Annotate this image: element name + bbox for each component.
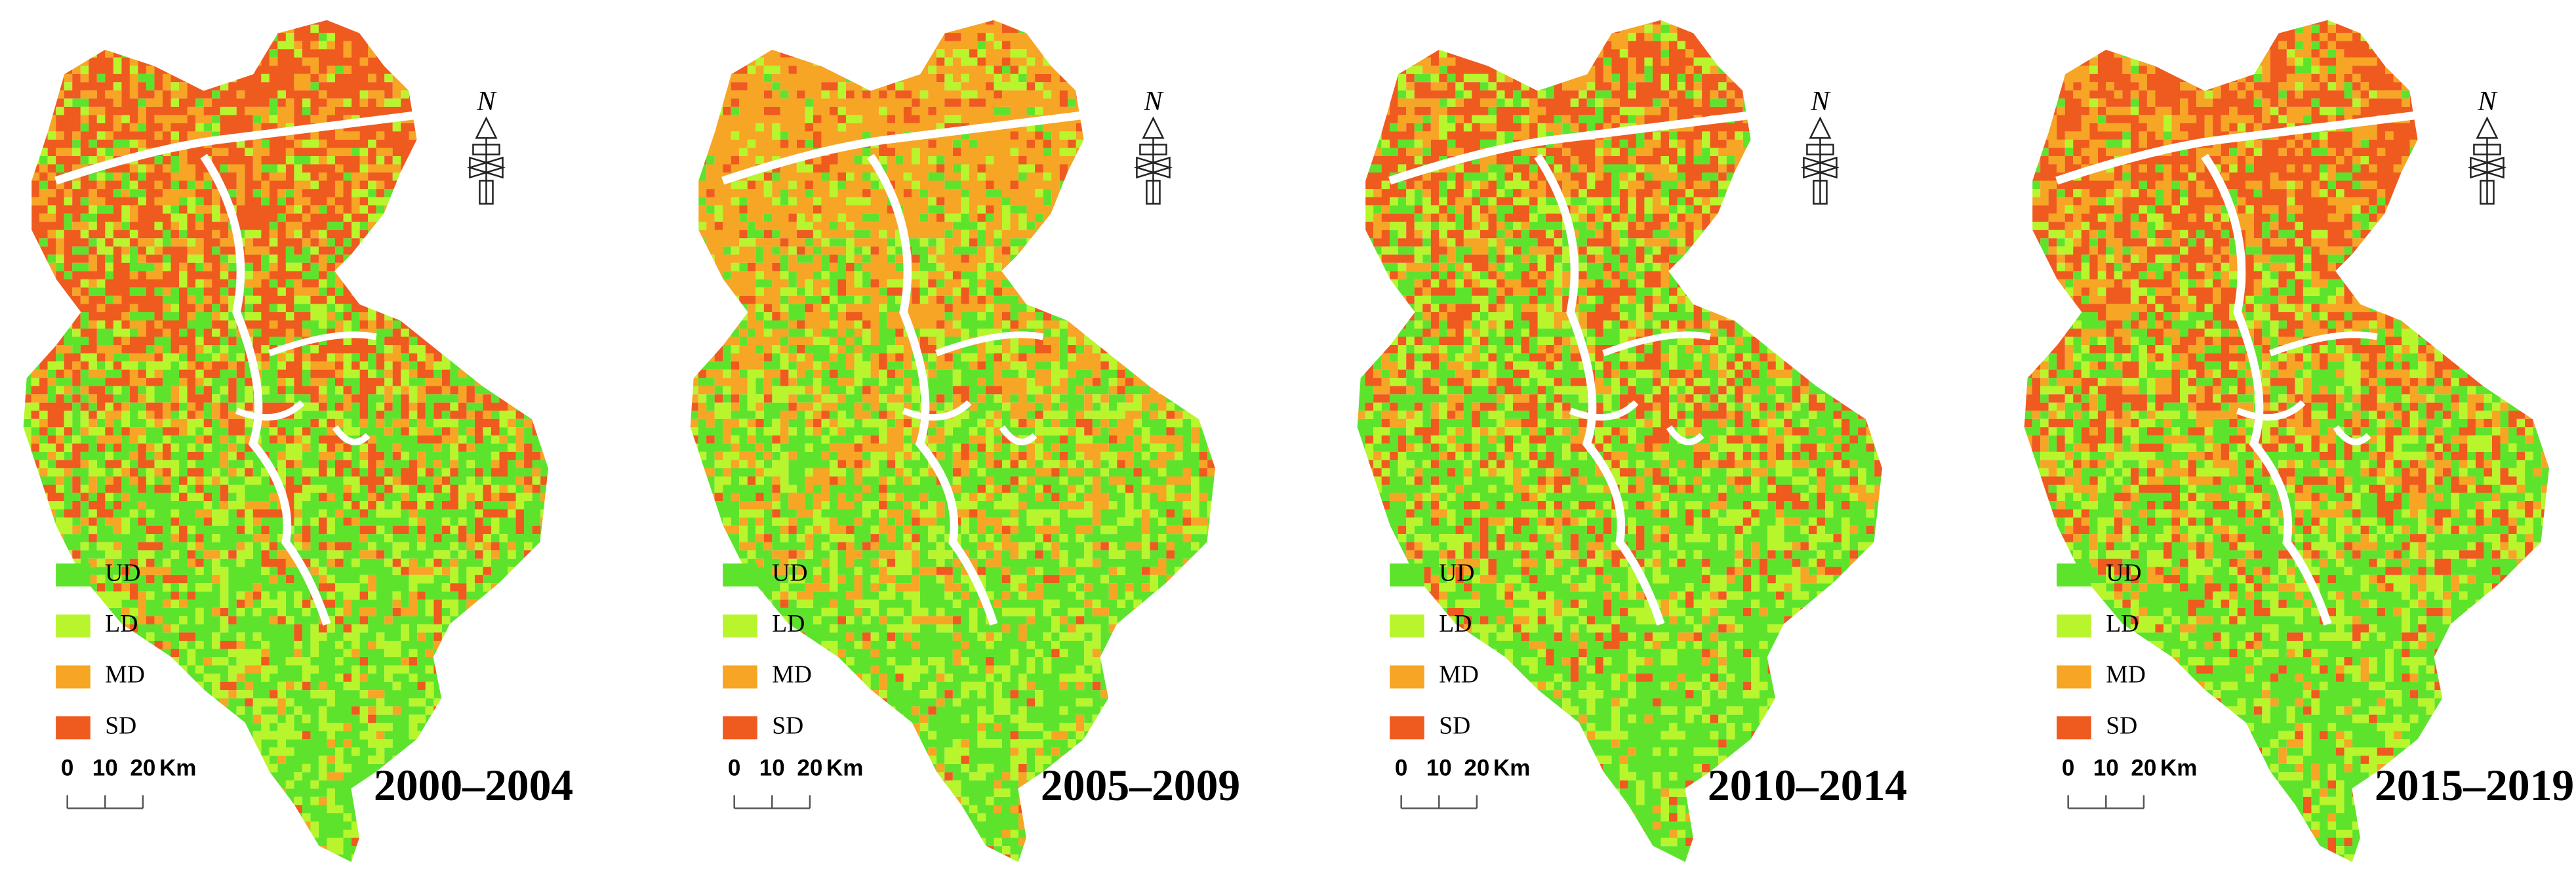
scale-unit: Km xyxy=(159,755,197,780)
map xyxy=(23,20,549,863)
legend-label: SD xyxy=(772,712,803,739)
scale-label: 20 xyxy=(130,755,155,780)
scale-label: 20 xyxy=(2131,755,2156,780)
river xyxy=(2236,331,2378,445)
land-class-area xyxy=(2024,20,2550,863)
legend-swatch xyxy=(56,716,91,740)
legend-label: SD xyxy=(2106,712,2137,739)
river xyxy=(235,331,377,445)
scale-label: 10 xyxy=(759,755,785,780)
legend-label: UD xyxy=(2106,559,2141,586)
period-label: 2015–2019 xyxy=(2375,761,2574,810)
north-label: N xyxy=(1810,86,1831,117)
land-class-area xyxy=(23,20,549,863)
river xyxy=(1569,331,1711,445)
scale-label: 0 xyxy=(2062,755,2075,780)
legend-label: MD xyxy=(2106,662,2146,689)
scale-label: 0 xyxy=(61,755,74,780)
legend-swatch xyxy=(1390,716,1424,740)
region-outline xyxy=(689,19,1217,864)
map-panel: UD LD MD SD 0 10 20 Km 2000–2004 N xyxy=(22,19,573,864)
legend-label: LD xyxy=(2106,611,2139,638)
legend-label: MD xyxy=(1439,662,1479,689)
legend-swatch xyxy=(723,665,757,689)
region-outline xyxy=(2023,19,2550,864)
scale-unit: Km xyxy=(2160,755,2198,780)
scale-label: 10 xyxy=(92,755,118,780)
river xyxy=(721,111,1085,626)
legend-swatch xyxy=(1390,665,1424,689)
river xyxy=(1388,111,1752,626)
land-class-area xyxy=(2024,20,2550,863)
legend-swatch xyxy=(56,563,91,587)
map-panel: UD LD MD SD 0 10 20 Km 2015–2019 N xyxy=(2023,19,2574,864)
legend-swatch xyxy=(2057,563,2091,587)
scale-unit: Km xyxy=(1493,755,1531,780)
region-outline xyxy=(22,19,550,864)
land-class-area xyxy=(690,20,1216,863)
map xyxy=(2024,20,2550,863)
north-arrow xyxy=(2468,116,2506,205)
map xyxy=(1357,20,1883,863)
legend-swatch xyxy=(2057,665,2091,689)
land-class-area xyxy=(1357,20,1883,863)
legend-swatch xyxy=(723,563,757,587)
legend-label: UD xyxy=(772,559,807,586)
north-label: N xyxy=(2477,86,2498,117)
north-arrow xyxy=(1801,116,1840,205)
legend-label: SD xyxy=(1439,712,1470,739)
legend-swatch xyxy=(2057,614,2091,638)
region-outline xyxy=(1356,19,1883,864)
period-label: 2000–2004 xyxy=(374,761,573,810)
north-arrow xyxy=(467,116,506,205)
period-label: 2005–2009 xyxy=(1041,761,1240,810)
legend-swatch xyxy=(723,614,757,638)
legend-swatch xyxy=(1390,614,1424,638)
north-arrow xyxy=(1134,116,1173,205)
scale-label: 0 xyxy=(1395,755,1408,780)
legend-label: MD xyxy=(105,662,145,689)
map-panel: UD LD MD SD 0 10 20 Km 2005–2009 N xyxy=(689,19,1240,864)
river xyxy=(902,331,1044,445)
legend-swatch xyxy=(56,614,91,638)
scale-label: 10 xyxy=(1426,755,1452,780)
north-label: N xyxy=(476,86,497,117)
legend-swatch xyxy=(56,665,91,689)
legend-swatch xyxy=(723,716,757,740)
legend-label: LD xyxy=(105,611,138,638)
legend-label: LD xyxy=(1439,611,1472,638)
scale-label: 10 xyxy=(2093,755,2119,780)
legend-label: MD xyxy=(772,662,812,689)
river xyxy=(54,111,418,626)
scale-label: 20 xyxy=(1464,755,1489,780)
scale-unit: Km xyxy=(826,755,864,780)
scale-label: 0 xyxy=(728,755,741,780)
land-class-area xyxy=(690,20,1216,863)
river xyxy=(2055,111,2419,626)
legend-label: UD xyxy=(105,559,140,586)
north-label: N xyxy=(1143,86,1164,117)
land-class-area xyxy=(1357,20,1883,863)
period-label: 2010–2014 xyxy=(1708,761,1907,810)
map-panel: UD LD MD SD 0 10 20 Km 2010–2014 N xyxy=(1356,19,1907,864)
legend-swatch xyxy=(2057,716,2091,740)
legend-label: LD xyxy=(772,611,805,638)
legend-label: SD xyxy=(105,712,136,739)
legend-label: UD xyxy=(1439,559,1474,586)
map xyxy=(690,20,1216,863)
scale-label: 20 xyxy=(797,755,822,780)
legend-swatch xyxy=(1390,563,1424,587)
